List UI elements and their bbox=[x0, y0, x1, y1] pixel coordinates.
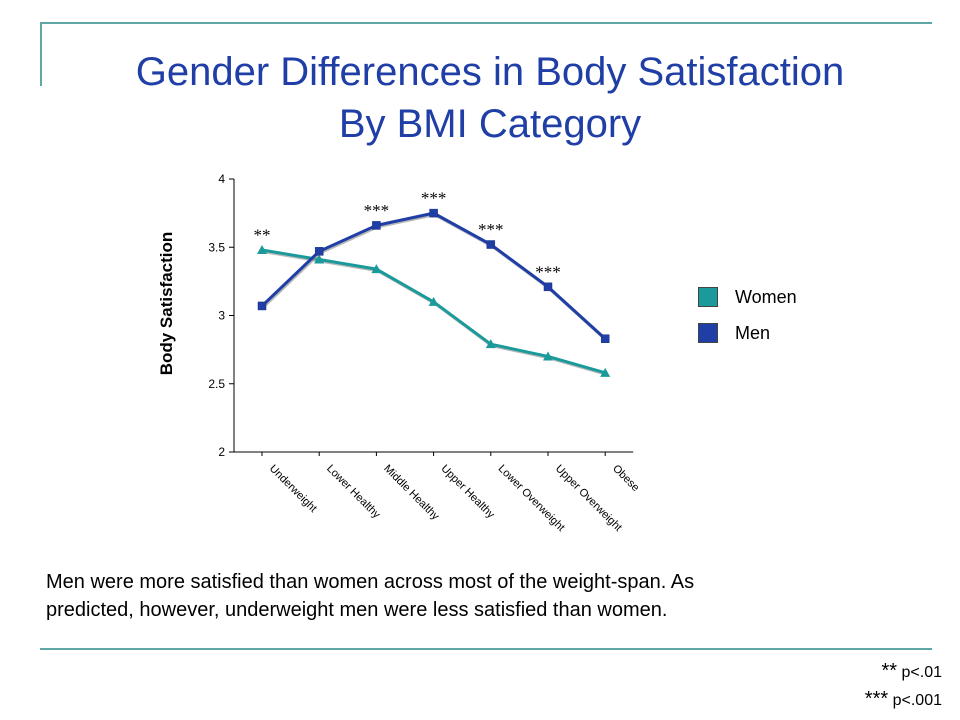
top-rule bbox=[40, 22, 932, 24]
point-men-4 bbox=[486, 240, 496, 249]
legend-item-men: Men bbox=[698, 322, 770, 344]
y-tick-label-0: 2 bbox=[218, 445, 225, 459]
footnote-p001-text: p<.001 bbox=[892, 692, 942, 709]
point-men-5 bbox=[543, 282, 553, 292]
significance-label-0: ** bbox=[254, 225, 271, 244]
footnote-p01-stars: ** bbox=[881, 660, 898, 682]
slide-title-line-1: Gender Differences in Body Satisfaction bbox=[135, 50, 845, 94]
y-tick-label-2: 3 bbox=[218, 309, 225, 323]
point-men-1 bbox=[314, 247, 324, 256]
caption-line-1: Men were more satisfied than women acros… bbox=[46, 571, 695, 593]
x-tick-label-0: Underweight bbox=[267, 463, 319, 515]
caption-line-2: predicted, however, underweight men were… bbox=[46, 599, 668, 621]
significance-label-4: *** bbox=[535, 262, 561, 281]
significance-label-2: *** bbox=[421, 189, 447, 208]
point-women-0 bbox=[257, 244, 267, 254]
slide-title-line-2: By BMI Category bbox=[338, 102, 642, 146]
legend-label-men: Men bbox=[735, 322, 771, 343]
legend-label-women: Women bbox=[735, 286, 797, 307]
x-tick-label-2: Middle Healthy bbox=[381, 463, 441, 523]
x-tick-label-1: Lower Healthy bbox=[324, 463, 383, 522]
y-tick-label-1: 2.5 bbox=[208, 377, 225, 391]
footnote-p001-stars: *** bbox=[864, 688, 889, 710]
legend-swatch-men bbox=[698, 323, 718, 343]
point-women-4 bbox=[485, 339, 496, 349]
point-men-3 bbox=[429, 208, 438, 218]
point-women-3 bbox=[428, 296, 439, 306]
point-women-2 bbox=[371, 264, 382, 274]
y-axis-label: Body Satisfaction bbox=[157, 232, 176, 376]
footnote-p01: ** p<.01 bbox=[881, 660, 942, 683]
point-men-6 bbox=[600, 334, 610, 343]
x-tick-label-3: Upper Healthy bbox=[438, 463, 497, 522]
legend-swatch-women bbox=[698, 287, 718, 307]
point-women-5 bbox=[543, 351, 553, 361]
point-men-2 bbox=[372, 221, 381, 230]
bottom-rule bbox=[40, 648, 932, 650]
y-tick-label-3: 3.5 bbox=[208, 240, 225, 254]
caption: Men were more satisfied than women acros… bbox=[46, 568, 926, 624]
y-tick-label-4: 4 bbox=[218, 172, 225, 186]
point-women-1 bbox=[314, 254, 325, 264]
point-men-0 bbox=[257, 301, 267, 311]
point-women-6 bbox=[600, 367, 611, 377]
footnote-p01-text: p<.01 bbox=[901, 664, 942, 681]
legend-item-women: Women bbox=[698, 286, 797, 308]
x-tick-label-6: Obese bbox=[610, 463, 641, 494]
significance-label-3: *** bbox=[478, 220, 504, 239]
footnote-p001: *** p<.001 bbox=[865, 688, 942, 711]
significance-label-1: *** bbox=[364, 201, 390, 220]
left-rule bbox=[40, 22, 42, 86]
